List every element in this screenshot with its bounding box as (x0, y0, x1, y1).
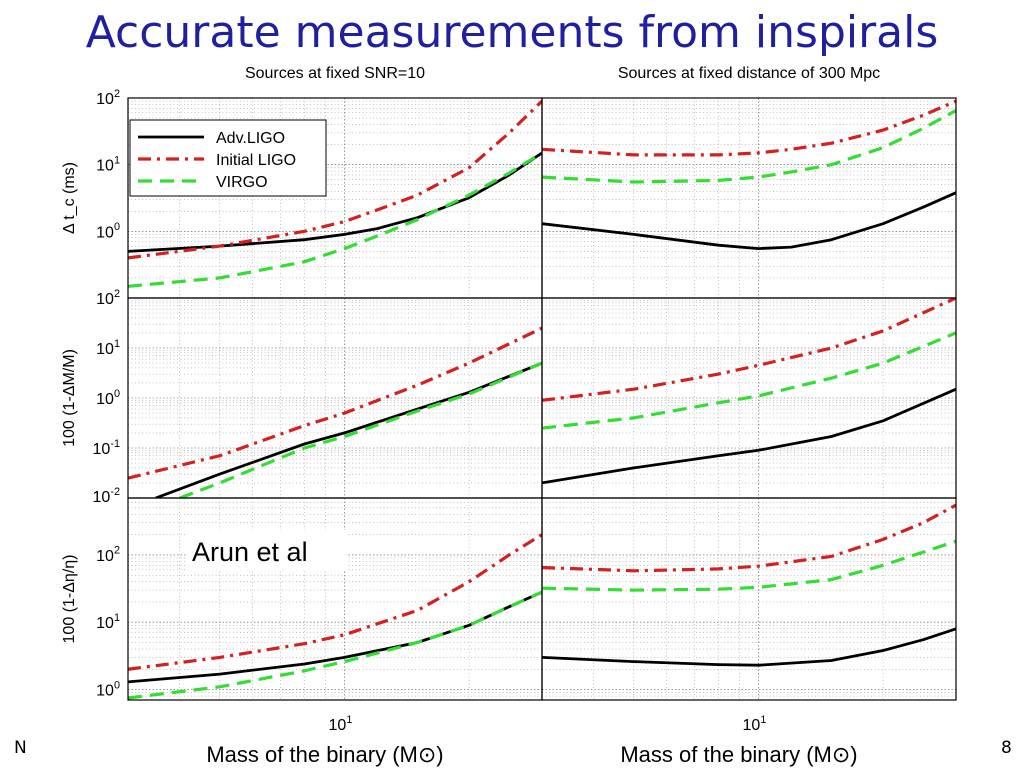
grid-bottom-left (128, 498, 542, 701)
panel-title: Sources at fixed distance of 300 Mpc (618, 65, 880, 82)
series-line-adv-ligo (542, 191, 956, 251)
grid-middle-left (128, 298, 542, 498)
series-group-top-right (542, 99, 956, 251)
x-tick-label: 101 (743, 714, 767, 734)
panel-top-left: Sources at fixed SNR=10 Δ t_c (ms) Adv.LIG… (61, 65, 543, 299)
series-line-initial-ligo (128, 533, 542, 671)
y-tick-label: 101 (96, 154, 120, 174)
series-line-adv-ligo (128, 151, 542, 253)
y-axis-label: 100 (1-Δη/η) (61, 555, 78, 644)
grid-bottom-right (542, 498, 956, 701)
series-line-virgo (542, 109, 956, 184)
annotation-text: Arun et al (192, 537, 308, 567)
panel-title: Sources at fixed SNR=10 (245, 65, 425, 82)
panel-bottom-right: Mass of the binary (M⊙) (541, 497, 957, 767)
series-line-adv-ligo (155, 361, 542, 498)
series-group-bottom-left (128, 533, 542, 700)
panel-frame (127, 497, 543, 701)
series-group-bottom-right (542, 503, 956, 667)
series-line-adv-ligo (542, 627, 956, 667)
series-line-initial-ligo (542, 99, 956, 157)
annotation-backing (186, 530, 346, 570)
series-line-adv-ligo (542, 387, 956, 485)
y-tick-label: 102 (96, 545, 120, 565)
series-group-top-left (128, 99, 542, 288)
y-tick-label: 100 (96, 221, 120, 241)
legend-label: VIRGO (216, 174, 268, 191)
legend-box (129, 119, 327, 197)
y-tick-label: 100 (96, 679, 120, 699)
panel-middle-right (541, 297, 957, 499)
series-line-initial-ligo (128, 326, 542, 480)
series-line-virgo (179, 361, 542, 498)
series-line-virgo (128, 151, 542, 288)
series-line-initial-ligo (542, 298, 956, 402)
panel-frame (541, 497, 957, 701)
series-line-virgo (542, 539, 956, 592)
x-axis-label: Mass of the binary (M⊙) (620, 742, 857, 767)
series-group-middle-left (128, 326, 542, 498)
panel-top-right: Sources at fixed distance of 300 Mpc (541, 65, 957, 299)
panel-frame (541, 97, 957, 299)
legend-label: Adv.LIGO (216, 130, 285, 147)
x-axis-label: Mass of the binary (M⊙) (206, 742, 443, 767)
series-line-virgo (542, 331, 956, 430)
y-tick-label: 100 (96, 388, 120, 408)
y-tick-label: 102 (96, 88, 120, 108)
panel-middle-left: 100 (1-ΔM/M) (61, 297, 543, 499)
y-axis-label: Δ t_c (ms) (61, 162, 78, 234)
footer-page-number: 8 (1001, 738, 1012, 758)
footer-left-text: N (14, 738, 27, 758)
series-group-middle-right (542, 298, 956, 485)
y-tick-label: 101 (96, 612, 120, 632)
annotation: Arun et al (186, 530, 346, 570)
series-line-initial-ligo (128, 99, 542, 260)
grid-top-right (542, 98, 956, 298)
legend-label: Initial LIGO (216, 152, 296, 169)
y-axis-label: 100 (1-ΔM/M) (61, 349, 78, 447)
grid-middle-right (542, 298, 956, 498)
series-line-virgo (128, 590, 542, 700)
y-tick-label: 101 (96, 338, 120, 358)
x-tick-label: 101 (329, 714, 353, 734)
y-tick-label: 102 (96, 288, 120, 308)
legend: Adv.LIGO Initial LIGO VIRGO (129, 119, 327, 197)
y-tick-label: 10-2 (93, 486, 120, 506)
series-line-initial-ligo (542, 503, 956, 573)
slide-title: Accurate measurements from inspirals (85, 7, 939, 58)
y-tick-label: 10-1 (93, 438, 120, 458)
